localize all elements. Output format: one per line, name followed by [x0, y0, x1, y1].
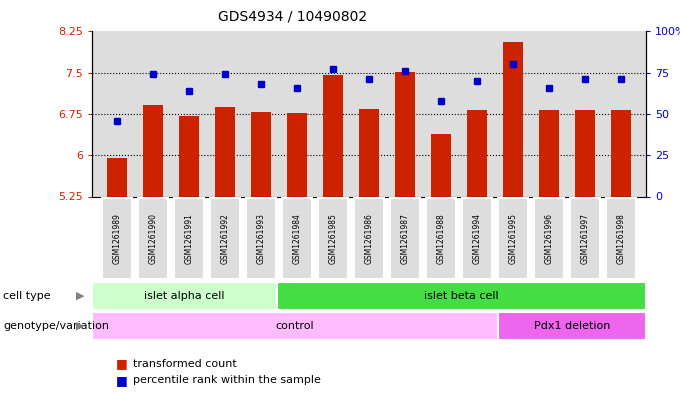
- Text: GSM1261986: GSM1261986: [364, 213, 373, 264]
- Bar: [467, 110, 487, 196]
- Bar: [251, 112, 271, 196]
- FancyBboxPatch shape: [137, 198, 168, 279]
- FancyBboxPatch shape: [570, 198, 600, 279]
- Text: GSM1261998: GSM1261998: [616, 213, 626, 264]
- Bar: [92, 312, 498, 340]
- Text: genotype/variation: genotype/variation: [3, 321, 109, 331]
- Text: cell type: cell type: [3, 291, 51, 301]
- Text: control: control: [275, 321, 314, 331]
- Bar: [503, 42, 523, 196]
- Text: GSM1261990: GSM1261990: [148, 213, 158, 264]
- Text: ■: ■: [116, 357, 127, 370]
- Text: GSM1261984: GSM1261984: [292, 213, 301, 264]
- Text: GDS4934 / 10490802: GDS4934 / 10490802: [218, 10, 367, 24]
- FancyBboxPatch shape: [462, 198, 492, 279]
- Text: GSM1261996: GSM1261996: [544, 213, 554, 264]
- FancyBboxPatch shape: [390, 198, 420, 279]
- Text: GSM1261985: GSM1261985: [328, 213, 337, 264]
- Bar: [107, 158, 127, 196]
- FancyBboxPatch shape: [173, 198, 204, 279]
- Bar: [323, 75, 343, 196]
- Text: ■: ■: [116, 374, 127, 387]
- Text: percentile rank within the sample: percentile rank within the sample: [133, 375, 320, 386]
- Text: GSM1261988: GSM1261988: [437, 213, 445, 264]
- Text: ▶: ▶: [76, 291, 84, 301]
- Text: GSM1261995: GSM1261995: [509, 213, 517, 264]
- FancyBboxPatch shape: [605, 198, 636, 279]
- FancyBboxPatch shape: [209, 198, 240, 279]
- Text: islet beta cell: islet beta cell: [424, 291, 498, 301]
- FancyBboxPatch shape: [102, 198, 133, 279]
- FancyBboxPatch shape: [318, 198, 348, 279]
- Bar: [215, 107, 235, 196]
- Bar: [431, 134, 451, 196]
- Bar: [611, 110, 631, 196]
- Bar: [395, 72, 415, 196]
- Text: GSM1261993: GSM1261993: [256, 213, 265, 264]
- FancyBboxPatch shape: [426, 198, 456, 279]
- Bar: [539, 110, 559, 196]
- FancyBboxPatch shape: [245, 198, 276, 279]
- FancyBboxPatch shape: [534, 198, 564, 279]
- Text: GSM1261997: GSM1261997: [580, 213, 590, 264]
- FancyBboxPatch shape: [282, 198, 312, 279]
- Text: Pdx1 deletion: Pdx1 deletion: [534, 321, 610, 331]
- Text: transformed count: transformed count: [133, 358, 237, 369]
- FancyBboxPatch shape: [354, 198, 384, 279]
- Text: GSM1261987: GSM1261987: [401, 213, 409, 264]
- Text: GSM1261992: GSM1261992: [220, 213, 229, 264]
- Bar: [575, 110, 595, 196]
- Bar: [277, 282, 646, 310]
- Text: ▶: ▶: [76, 321, 84, 331]
- Bar: [143, 105, 163, 196]
- Text: islet alpha cell: islet alpha cell: [144, 291, 224, 301]
- Text: GSM1261994: GSM1261994: [473, 213, 481, 264]
- Bar: [498, 312, 646, 340]
- FancyBboxPatch shape: [498, 198, 528, 279]
- Bar: [179, 116, 199, 196]
- Bar: [287, 114, 307, 196]
- Bar: [359, 109, 379, 196]
- Bar: [92, 282, 277, 310]
- Text: GSM1261989: GSM1261989: [112, 213, 122, 264]
- Text: GSM1261991: GSM1261991: [184, 213, 194, 264]
